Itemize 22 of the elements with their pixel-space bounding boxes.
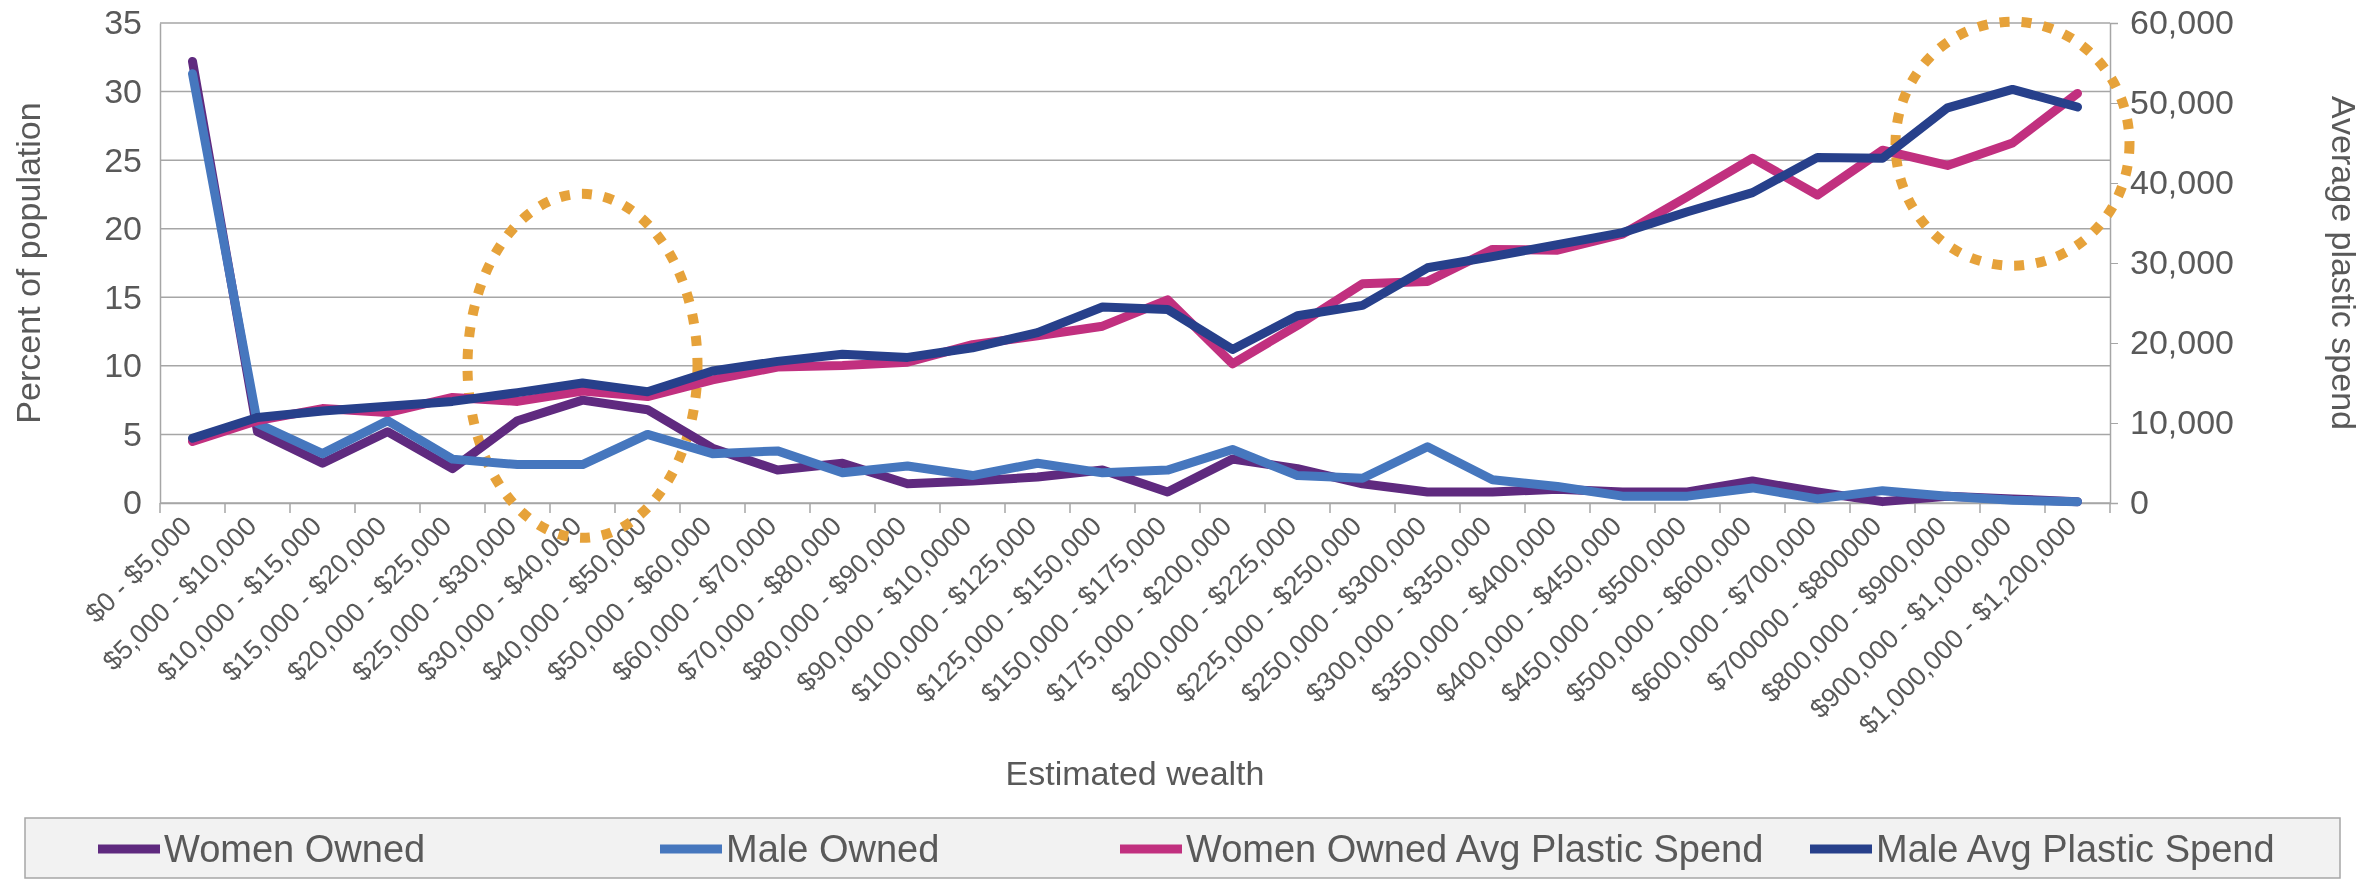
legend-label: Male Owned [726,828,940,871]
y-tick-label: 30 [104,71,142,110]
y2-tick-label: 20,000 [2130,323,2234,362]
y-tick-label: 5 [123,414,142,453]
y2-tick-label: 50,000 [2130,83,2234,122]
y-tick-label: 10 [104,346,142,385]
y-axis-title: Percent of population [9,102,47,424]
y2-tick-label: 40,000 [2130,163,2234,202]
y2-tick-label: 0 [2130,483,2149,522]
y2-axis-title: Average plastic spend [2325,96,2363,430]
y2-tick-label: 30,000 [2130,243,2234,282]
legend-label: Women Owned Avg Plastic Spend [1186,828,1764,871]
y-tick-label: 0 [123,483,142,522]
legend-label: Male Avg Plastic Spend [1876,828,2275,871]
y-tick-label: 35 [104,3,142,42]
y2-tick-label: 60,000 [2130,3,2234,42]
y2-tick-label: 10,000 [2130,403,2234,442]
y-tick-label: 15 [104,277,142,316]
legend-label: Women Owned [164,828,426,871]
y-tick-label: 20 [104,209,142,248]
x-axis-title: Estimated wealth [1005,754,1265,792]
y-tick-label: 25 [104,140,142,179]
